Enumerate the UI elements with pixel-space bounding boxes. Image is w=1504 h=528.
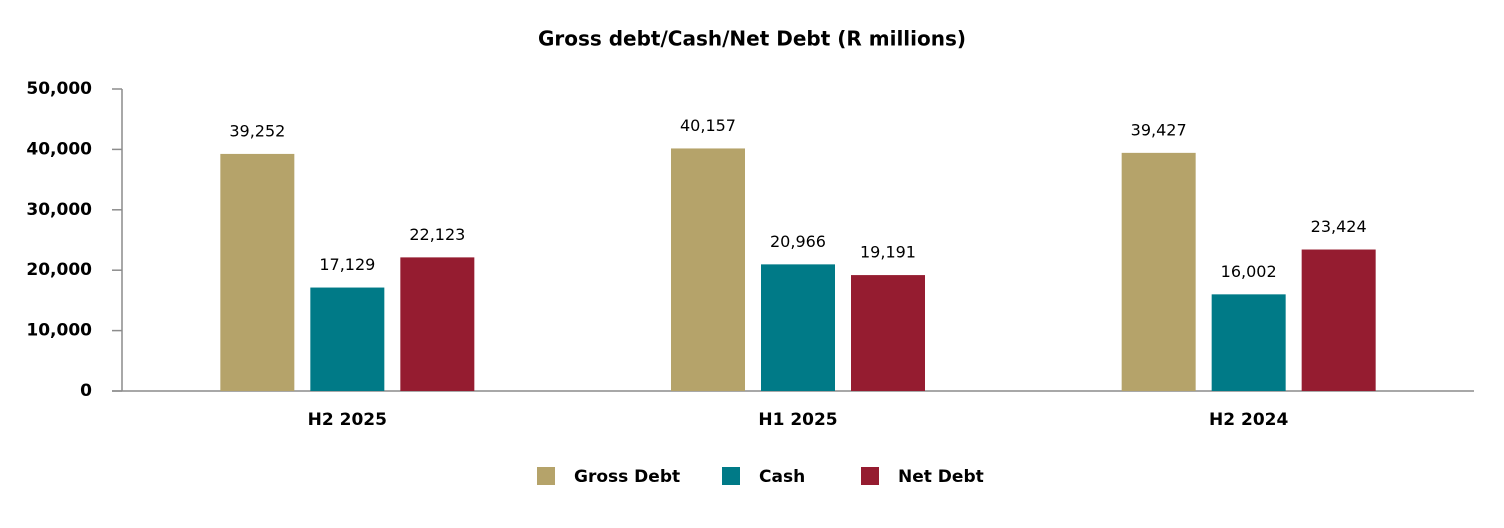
bar	[1211, 294, 1286, 391]
value-label: 39,427	[1131, 120, 1187, 139]
bar	[1121, 152, 1196, 391]
x-tick-label: H2 2025	[308, 410, 387, 430]
legend-swatch	[537, 467, 555, 485]
value-label: 40,157	[680, 116, 736, 135]
y-tick-label: 10,000	[26, 321, 92, 341]
bar	[851, 275, 925, 391]
value-label: 22,123	[409, 225, 465, 244]
legend-label: Net Debt	[898, 467, 984, 487]
legend-swatch	[861, 467, 879, 485]
bar	[220, 153, 295, 391]
x-tick-label: H2 2024	[1209, 410, 1288, 430]
value-label: 16,002	[1221, 262, 1277, 281]
bar	[1301, 249, 1376, 391]
chart-title: Gross debt/Cash/Net Debt (R millions)	[538, 27, 966, 51]
legend-label: Cash	[759, 467, 805, 487]
value-label: 20,966	[770, 232, 826, 251]
value-label: 17,129	[319, 255, 375, 274]
legend-swatch	[722, 467, 740, 485]
y-tick-label: 40,000	[26, 139, 92, 159]
x-tick-label: H1 2025	[758, 410, 837, 430]
legend-label: Gross Debt	[574, 467, 680, 487]
y-tick-label: 30,000	[26, 200, 92, 220]
value-label: 23,424	[1311, 217, 1367, 236]
value-label: 19,191	[860, 243, 916, 262]
bar	[761, 264, 835, 391]
bar	[400, 257, 475, 391]
bar	[671, 148, 745, 391]
bar	[310, 287, 385, 391]
y-tick-label: 0	[80, 381, 92, 401]
y-tick-label: 50,000	[26, 79, 92, 99]
value-label: 39,252	[229, 121, 285, 140]
y-tick-label: 20,000	[26, 260, 92, 280]
